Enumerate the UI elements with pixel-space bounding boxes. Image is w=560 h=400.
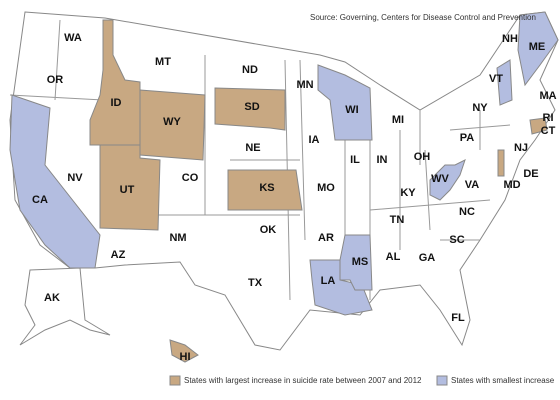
- state-label: AL: [386, 251, 401, 263]
- state-label: NM: [169, 232, 186, 244]
- legend-label: States with largest increase in suicide …: [184, 376, 422, 385]
- legend-label: States with smallest increase: [451, 376, 555, 385]
- state-label: NJ: [514, 142, 528, 154]
- state-label: NC: [459, 206, 475, 218]
- state-label: GA: [419, 252, 436, 264]
- state-label: WA: [64, 32, 82, 44]
- state-label: OH: [414, 151, 431, 163]
- highlighted-states: [9, 11, 559, 363]
- state-label: OR: [47, 74, 64, 86]
- state-labels: WA OR CA NV ID MT WY UT CO AZ NM ND SD NE KS OK TX MN IA MO…: [32, 32, 557, 363]
- state-label: TN: [390, 214, 405, 226]
- state-label: IA: [309, 134, 320, 146]
- state-label: TX: [248, 277, 263, 289]
- state-label: CO: [182, 172, 199, 184]
- state-shape: [99, 144, 161, 231]
- state-label: DE: [523, 168, 538, 180]
- state-label: SC: [449, 234, 464, 246]
- state-label: KS: [259, 182, 274, 194]
- state-label: CT: [541, 125, 556, 137]
- state-label: NY: [472, 102, 488, 114]
- state-label: WI: [345, 104, 358, 116]
- state-shape: [496, 59, 513, 106]
- state-label: UT: [120, 184, 135, 196]
- state-label: MD: [503, 179, 520, 191]
- state-shape: [169, 339, 199, 363]
- state-label: AZ: [111, 249, 126, 261]
- state-shape: [497, 149, 505, 177]
- state-label: PA: [460, 132, 475, 144]
- state-label: NV: [67, 172, 83, 184]
- state-label: AR: [318, 232, 334, 244]
- state-label: NH: [502, 33, 518, 45]
- state-label: MT: [155, 56, 171, 68]
- state-shape: [429, 159, 466, 201]
- state-shape: [529, 117, 548, 135]
- state-shape: [214, 87, 286, 131]
- state-label: MA: [539, 90, 556, 102]
- state-shape: [227, 169, 303, 211]
- state-label: FL: [451, 312, 465, 324]
- state-label: KY: [400, 187, 416, 199]
- state-label: NE: [245, 142, 260, 154]
- state-label: ID: [111, 97, 122, 109]
- state-label: WV: [431, 173, 449, 185]
- legend-swatch: [436, 375, 448, 386]
- state-label: HI: [180, 351, 191, 363]
- state-label: MO: [317, 182, 335, 194]
- source: Source: Governing, Centers for Disease C…: [310, 13, 536, 22]
- state-shape: [139, 89, 206, 161]
- state-shape: [317, 64, 373, 141]
- borders: [9, 19, 511, 301]
- state-label: IN: [377, 154, 388, 166]
- state-label: MN: [296, 79, 313, 91]
- state-label: VT: [489, 73, 503, 85]
- state-label: IL: [350, 154, 360, 166]
- state-label: VA: [465, 179, 480, 191]
- state-shape: [9, 94, 101, 269]
- ak-outline: [19, 267, 111, 346]
- state-shape: [517, 11, 559, 87]
- state-label: MS: [352, 256, 369, 268]
- state-label: MI: [392, 114, 404, 126]
- legend: States with largest increase in suicide …: [169, 375, 555, 386]
- state-label: OK: [260, 224, 277, 236]
- state-label: LA: [321, 275, 336, 287]
- state-label: RI: [543, 112, 554, 124]
- state-label: AK: [44, 292, 60, 304]
- state-shape: [339, 234, 373, 291]
- state-label: SD: [244, 101, 259, 113]
- state-label: WY: [163, 116, 181, 128]
- legend-swatch: [169, 375, 181, 386]
- state-label: ME: [529, 41, 546, 53]
- state-label: ND: [242, 64, 258, 76]
- state-label: CA: [32, 194, 48, 206]
